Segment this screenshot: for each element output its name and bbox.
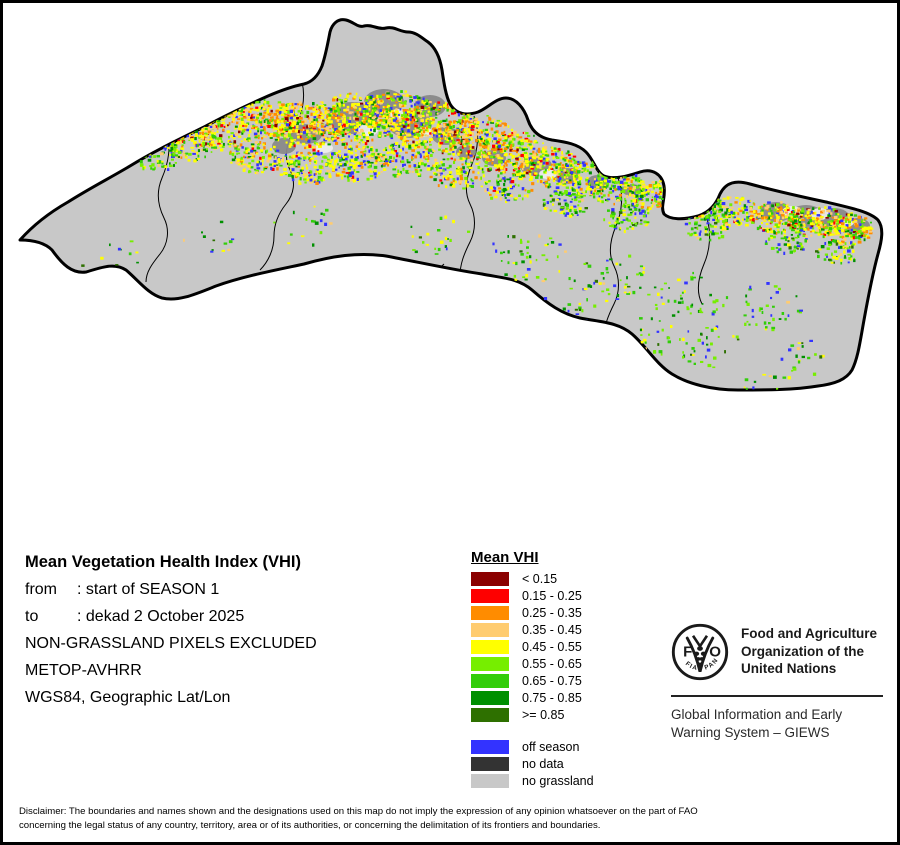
legend-swatch-class-5: [471, 656, 509, 671]
vhi-pixel-layer: [52, 90, 874, 391]
legend-label-class-8: >= 0.85: [522, 707, 565, 722]
legend-row-class-0: < 0.15: [471, 570, 594, 587]
fao-name-line1: Food and Agriculture: [741, 626, 877, 641]
legend-row-class-4: 0.45 - 0.55: [471, 638, 594, 655]
legend-row-status-2: no grassland: [471, 772, 594, 789]
map-legend: Mean VHI < 0.15 0.15 - 0.25 0.25 - 0.35 0.3…: [471, 549, 594, 789]
legend-label-status-0: off season: [522, 739, 580, 754]
info-to-value: : dekad 2 October 2025: [77, 608, 245, 625]
info-pixel-note: NON-GRASSLAND PIXELS EXCLUDED: [25, 635, 317, 652]
legend-row-class-6: 0.65 - 0.75: [471, 672, 594, 689]
legend-row-class-7: 0.75 - 0.85: [471, 689, 594, 706]
legend-spacer: [471, 723, 594, 738]
legend-swatch-class-3: [471, 622, 509, 637]
legend-row-status-1: no data: [471, 755, 594, 772]
info-from-row: from : start of SEASON 1: [25, 581, 445, 599]
fao-name-line3: United Nations: [741, 661, 837, 677]
disclaimer-line1: Disclaimer: The boundaries and names sho…: [19, 806, 698, 817]
map-canvas[interactable]: [6, 6, 897, 526]
disclaimer: Disclaimer: The boundaries and names sho…: [19, 805, 879, 833]
info-heading: Mean Vegetation Health Index (VHI): [25, 553, 301, 571]
legend-label-class-0: < 0.15: [522, 571, 558, 586]
legend-class-list: < 0.15 0.15 - 0.25 0.25 - 0.35 0.35 - 0.45 0…: [471, 570, 594, 723]
giews-line1: Global Information and Early: [671, 707, 843, 722]
legend-label-class-5: 0.55 - 0.65: [522, 656, 582, 671]
legend-swatch-class-2: [471, 605, 509, 620]
legend-label-class-4: 0.45 - 0.55: [522, 639, 582, 654]
legend-swatch-class-1: [471, 588, 509, 603]
legend-swatch-status-1: [471, 756, 509, 771]
legend-label-class-3: 0.35 - 0.45: [522, 622, 582, 637]
legend-title: Mean VHI: [471, 549, 539, 566]
legend-label-status-1: no data: [522, 756, 564, 771]
info-to-row: to : dekad 2 October 2025: [25, 608, 445, 626]
giews-line2: Warning System – GIEWS: [671, 725, 830, 741]
legend-row-status-0: off season: [471, 738, 594, 755]
info-from-value: : start of SEASON 1: [77, 581, 220, 598]
fao-name-line2: Organization of the: [741, 643, 864, 659]
legend-row-class-1: 0.15 - 0.25: [471, 587, 594, 604]
legend-swatch-class-8: [471, 707, 509, 722]
fao-organization-name: Food and Agriculture Organization of the…: [741, 623, 877, 678]
legend-label-class-6: 0.65 - 0.75: [522, 673, 582, 688]
fao-emblem-svg: F O FIAT PANIS: [668, 618, 729, 681]
legend-swatch-status-0: [471, 739, 509, 754]
fao-logo-icon: F O FIAT PANIS: [668, 618, 729, 686]
legend-row-class-2: 0.25 - 0.35: [471, 604, 594, 621]
legend-swatch-status-2: [471, 773, 509, 788]
legend-swatch-class-4: [471, 639, 509, 654]
fao-branding-block: F O FIAT PANIS Food and Agriculture Orga…: [668, 618, 883, 742]
map-info-block: Mean Vegetation Health Index (VHI) from …: [25, 553, 445, 716]
legend-label-class-7: 0.75 - 0.85: [522, 690, 582, 705]
legend-swatch-class-6: [471, 673, 509, 688]
fao-divider: [671, 695, 883, 697]
giews-name: Global Information and Early Warning Sys…: [671, 706, 883, 742]
disclaimer-line2: concerning the legal status of any count…: [19, 819, 601, 831]
nepal-detail-layer: [6, 6, 897, 526]
legend-row-class-5: 0.55 - 0.65: [471, 655, 594, 672]
legend-label-class-2: 0.25 - 0.35: [522, 605, 582, 620]
info-sensor: METOP-AVHRR: [25, 662, 142, 679]
legend-row-class-8: >= 0.85: [471, 706, 594, 723]
legend-row-class-3: 0.35 - 0.45: [471, 621, 594, 638]
legend-swatch-class-7: [471, 690, 509, 705]
legend-status-list: off season no data no grassland: [471, 738, 594, 789]
info-projection: WGS84, Geographic Lat/Lon: [25, 689, 231, 706]
info-from-key: from: [25, 581, 57, 598]
legend-swatch-class-0: [471, 571, 509, 586]
legend-label-class-1: 0.15 - 0.25: [522, 588, 582, 603]
info-to-key: to: [25, 608, 39, 625]
legend-label-status-2: no grassland: [522, 773, 594, 788]
